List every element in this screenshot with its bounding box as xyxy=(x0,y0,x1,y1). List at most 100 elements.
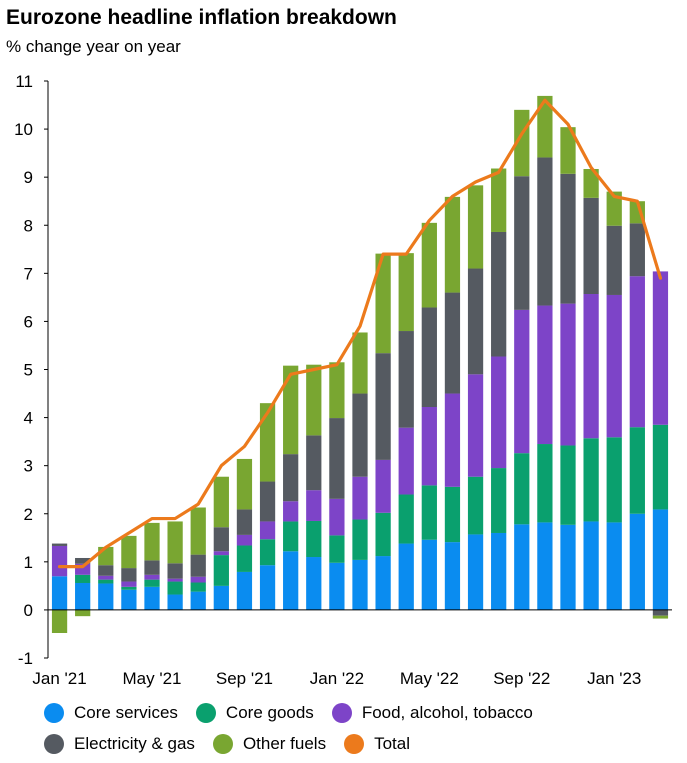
bar-segment-core-services xyxy=(190,591,206,610)
bar-segment-electricity-gas xyxy=(306,435,322,491)
bar-segment-core-goods xyxy=(444,486,461,543)
bar-segment-core-goods xyxy=(583,438,599,522)
bar-segment-other-fuels xyxy=(283,365,299,455)
bar-segment-core-services xyxy=(629,513,645,610)
bar-segment-core-services xyxy=(98,583,114,610)
total-line xyxy=(57,98,663,569)
bar-segment-core-goods xyxy=(352,519,368,560)
y-tick-label: 4 xyxy=(24,409,33,428)
bar-segment-core-goods xyxy=(491,468,507,533)
bar-segment-electricity-gas xyxy=(375,353,391,460)
legend-swatch-total xyxy=(344,733,365,754)
bar-segment-core-services xyxy=(467,534,484,610)
bar-segment-other-fuels xyxy=(213,476,229,528)
legend-label-total: Total xyxy=(374,733,411,753)
bar-segment-core-goods xyxy=(167,581,183,595)
bar-segment-core-services xyxy=(306,557,322,610)
legend-item-electricity-gas: Electricity & gas xyxy=(44,733,195,754)
legend-label-core-goods: Core goods xyxy=(225,702,314,722)
bar-segment-electricity-gas xyxy=(121,568,137,582)
bar-segment-electricity-gas xyxy=(491,231,507,357)
bar-segment-other-fuels xyxy=(167,521,183,564)
bar-segment-core-services xyxy=(259,565,276,610)
x-tick-label: May '22 xyxy=(400,669,459,688)
bar-segment-core-services xyxy=(213,585,229,610)
bar-segment-core-goods xyxy=(98,579,114,584)
bar-segment-core-services xyxy=(537,522,553,610)
bar-segment-food-alcohol-tobacco xyxy=(167,578,183,582)
bar-segment-electricity-gas xyxy=(190,554,206,577)
bar-segment-core-goods xyxy=(606,437,622,523)
bar-segment-electricity-gas xyxy=(51,543,68,546)
y-tick-label: 6 xyxy=(24,312,33,331)
y-tick-label: 9 xyxy=(24,168,33,187)
y-tick-label: 8 xyxy=(24,216,33,235)
legend-label-core-services: Core services xyxy=(74,702,178,722)
bar-segment-other-fuels xyxy=(190,507,206,555)
bar-segment-food-alcohol-tobacco xyxy=(51,545,68,577)
bar-segment-core-goods xyxy=(375,512,391,557)
bar-segment-core-goods xyxy=(190,582,206,592)
x-tick-label: Jan '23 xyxy=(587,669,641,688)
bar-segment-core-services xyxy=(283,551,299,610)
bar-segment-electricity-gas xyxy=(606,225,622,295)
y-tick-label: -1 xyxy=(18,649,33,668)
bar-segment-other-fuels xyxy=(537,95,553,158)
bar-segment-food-alcohol-tobacco xyxy=(329,498,345,536)
bar-segment-other-fuels xyxy=(491,168,507,232)
bar-segment-core-goods xyxy=(514,453,530,525)
legend-item-other-fuels: Other fuels xyxy=(212,733,327,754)
bar-segment-food-alcohol-tobacco xyxy=(467,374,484,477)
bar-segment-electricity-gas xyxy=(283,454,299,502)
legend-item-food: Food, alcohol, tobacco xyxy=(331,702,533,723)
bar-segment-food-alcohol-tobacco xyxy=(444,393,461,487)
legend-item-total: Total xyxy=(344,733,411,754)
y-tick-label: 10 xyxy=(14,120,33,139)
bar-segment-electricity-gas xyxy=(514,176,530,310)
bar-segment-other-fuels xyxy=(51,609,68,633)
bar-segment-electricity-gas xyxy=(652,609,669,616)
bar-segment-core-goods xyxy=(283,521,299,552)
bar-segment-core-services xyxy=(167,594,183,610)
bar-segment-food-alcohol-tobacco xyxy=(491,356,507,469)
bar-segment-other-fuels xyxy=(306,364,322,436)
bar-segment-core-services xyxy=(144,586,160,610)
bar-segment-other-fuels xyxy=(236,458,253,510)
bar-segment-core-services xyxy=(398,543,414,610)
bar-segment-core-services xyxy=(583,521,599,610)
bar-segment-electricity-gas xyxy=(75,557,91,564)
bar-segment-core-goods xyxy=(329,535,345,563)
bar-segment-core-services xyxy=(352,559,368,610)
bar-segment-other-fuels xyxy=(121,535,137,569)
bar-segment-other-fuels xyxy=(259,403,276,482)
bar-segment-core-services xyxy=(560,524,576,610)
bar-segment-electricity-gas xyxy=(629,223,645,277)
bar-segment-other-fuels xyxy=(606,191,622,226)
bar-segment-core-goods xyxy=(236,545,253,572)
bar-segment-core-services xyxy=(236,571,253,610)
y-tick-label: 7 xyxy=(24,264,33,283)
bar-segment-core-services xyxy=(491,532,507,610)
bar-segment-electricity-gas xyxy=(398,331,414,428)
bar-segment-food-alcohol-tobacco xyxy=(75,563,91,575)
legend-label-other-fuels: Other fuels xyxy=(242,733,327,753)
legend-swatch-other-fuels xyxy=(212,733,233,754)
bar-segment-other-fuels xyxy=(560,127,576,174)
bar-segment-electricity-gas xyxy=(144,560,160,575)
x-tick-label: Jan '21 xyxy=(32,669,86,688)
bar-segment-core-goods xyxy=(75,574,91,583)
legend-swatch-electricity-gas xyxy=(44,733,64,754)
bar-segment-electricity-gas xyxy=(560,173,576,304)
bar-segment-food-alcohol-tobacco xyxy=(629,276,645,428)
y-tick-label: 11 xyxy=(15,72,33,91)
x-tick-label: May '21 xyxy=(123,669,182,688)
bar-segment-other-fuels xyxy=(352,332,368,394)
x-tick-label: Sep '21 xyxy=(216,669,273,688)
x-tick-label: Jan '22 xyxy=(310,669,364,688)
y-tick-label: 0 xyxy=(24,601,33,620)
bar-segment-core-goods xyxy=(421,485,437,540)
bar-segment-food-alcohol-tobacco xyxy=(560,303,576,446)
bar-segment-electricity-gas xyxy=(467,268,484,375)
bar-segment-food-alcohol-tobacco xyxy=(421,407,437,486)
legend-row-2: Electricity & gas Other fuels Total xyxy=(44,728,684,759)
